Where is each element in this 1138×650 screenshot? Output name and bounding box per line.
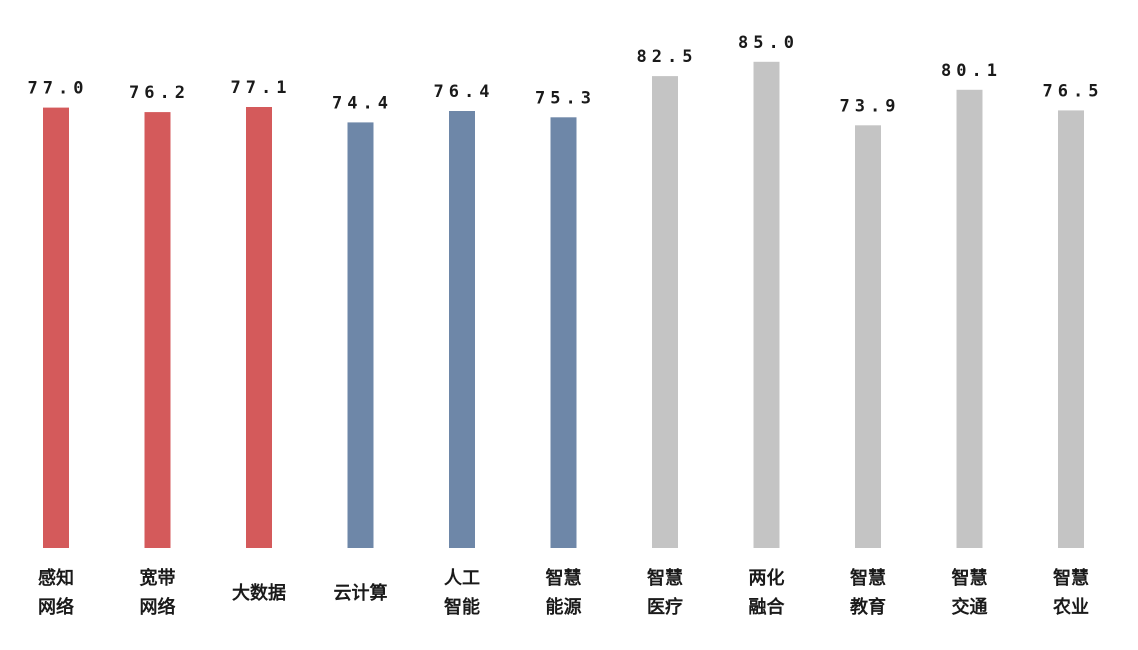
category-label-1-line-1: 感知 bbox=[38, 567, 74, 589]
category-label-9-line-2: 教育 bbox=[850, 596, 886, 618]
category-label-11-line-1: 智慧 bbox=[1053, 567, 1089, 589]
category-label-2-line-2: 网络 bbox=[140, 596, 176, 618]
bar-2 bbox=[144, 112, 171, 548]
category-label-8-line-2: 融合 bbox=[749, 596, 786, 618]
value-label-1: 77.0 bbox=[28, 79, 89, 99]
value-label-8: 85.0 bbox=[738, 33, 799, 53]
category-label-9-line-1: 智慧 bbox=[850, 567, 886, 589]
bar-5 bbox=[449, 111, 475, 548]
value-label-5: 76.4 bbox=[434, 82, 495, 102]
bar-11 bbox=[1058, 110, 1084, 549]
bar-3 bbox=[246, 107, 272, 548]
category-label-1-line-2: 网络 bbox=[38, 596, 74, 618]
value-label-10: 80.1 bbox=[941, 61, 1002, 81]
category-label-3: 大数据 bbox=[232, 582, 286, 604]
category-label-5-line-1: 人工 bbox=[444, 568, 480, 589]
bar-9 bbox=[855, 125, 881, 549]
category-label-5-line-2: 智能 bbox=[444, 596, 480, 618]
category-label-10-line-1: 智慧 bbox=[952, 567, 988, 589]
category-label-2-line-1: 宽带 bbox=[140, 567, 176, 589]
category-label-7-line-1: 智慧 bbox=[647, 567, 683, 589]
bar-7 bbox=[652, 76, 678, 548]
bar-10 bbox=[956, 89, 983, 549]
bars-layer bbox=[43, 61, 1084, 549]
bar-6 bbox=[550, 117, 577, 549]
value-label-2: 76.2 bbox=[129, 83, 190, 103]
value-label-3: 77.1 bbox=[231, 78, 292, 98]
value-label-9: 73.9 bbox=[840, 96, 901, 116]
bar-8 bbox=[753, 61, 780, 549]
category-label-8-line-1: 两化 bbox=[749, 567, 785, 589]
value-labels-layer: 77.0 76.2 77.1 74.4 76.4 75.3 82.5 85.0 73.9 80.1… bbox=[28, 33, 1104, 117]
category-label-6-line-1: 智慧 bbox=[546, 567, 582, 589]
value-label-4: 74.4 bbox=[332, 93, 393, 113]
category-label-6-line-2: 能源 bbox=[546, 596, 582, 618]
value-label-11: 76.5 bbox=[1043, 81, 1104, 101]
category-label-4: 云计算 bbox=[334, 582, 388, 604]
category-label-11-line-2: 农业 bbox=[1052, 596, 1089, 618]
category-label-7-line-2: 医疗 bbox=[647, 596, 683, 618]
bar-1 bbox=[43, 107, 69, 548]
category-label-10-line-2: 交通 bbox=[952, 596, 988, 618]
value-label-6: 75.3 bbox=[535, 88, 596, 108]
bar-4 bbox=[347, 122, 374, 549]
value-label-7: 82.5 bbox=[637, 47, 698, 67]
